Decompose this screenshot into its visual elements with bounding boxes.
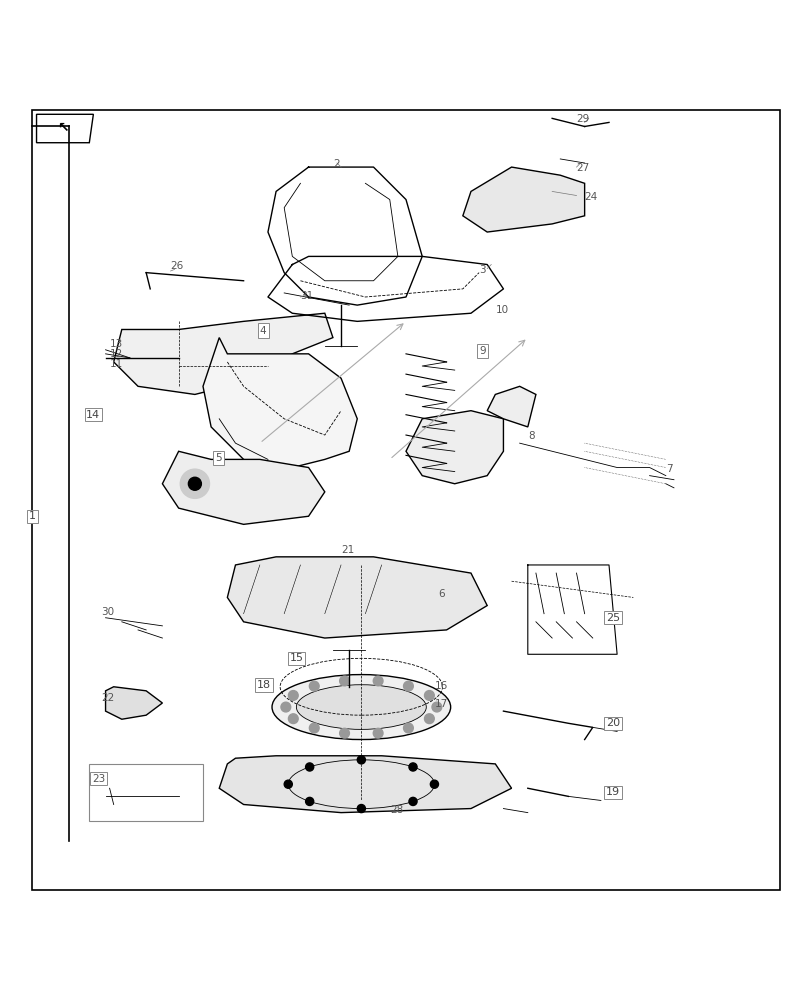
- Circle shape: [373, 676, 383, 686]
- Polygon shape: [162, 451, 324, 524]
- Text: 6: 6: [438, 589, 444, 599]
- Circle shape: [430, 780, 438, 788]
- Circle shape: [424, 691, 434, 700]
- Text: 25: 25: [605, 613, 620, 623]
- Text: 11: 11: [109, 359, 122, 369]
- Polygon shape: [406, 411, 503, 484]
- Polygon shape: [203, 338, 357, 476]
- Text: 24: 24: [584, 192, 597, 202]
- Circle shape: [357, 804, 365, 813]
- Circle shape: [409, 763, 417, 771]
- Text: 4: 4: [260, 326, 266, 336]
- Text: 10: 10: [495, 305, 508, 315]
- Polygon shape: [227, 557, 487, 638]
- Ellipse shape: [296, 685, 426, 729]
- Ellipse shape: [272, 675, 450, 740]
- Text: 1: 1: [29, 511, 36, 521]
- Circle shape: [409, 797, 417, 805]
- Polygon shape: [219, 756, 511, 813]
- Bar: [89, 764, 203, 821]
- Text: 26: 26: [170, 261, 183, 271]
- Circle shape: [180, 469, 209, 498]
- Text: 16: 16: [434, 681, 447, 691]
- Text: 21: 21: [341, 545, 354, 555]
- Polygon shape: [114, 313, 333, 394]
- Text: 20: 20: [605, 718, 620, 728]
- Circle shape: [309, 681, 319, 691]
- Text: 5: 5: [215, 453, 221, 463]
- Polygon shape: [487, 386, 535, 427]
- Text: 30: 30: [101, 607, 114, 617]
- Circle shape: [424, 714, 434, 724]
- Text: 14: 14: [86, 410, 101, 420]
- Circle shape: [403, 723, 413, 733]
- Text: 12: 12: [109, 349, 122, 359]
- Circle shape: [339, 676, 349, 686]
- Text: 3: 3: [478, 265, 485, 275]
- Polygon shape: [462, 167, 584, 232]
- Circle shape: [309, 723, 319, 733]
- Polygon shape: [36, 114, 93, 143]
- Circle shape: [339, 728, 349, 738]
- Text: 23: 23: [92, 774, 105, 784]
- Text: 19: 19: [605, 787, 620, 797]
- Circle shape: [373, 728, 383, 738]
- Text: 22: 22: [101, 693, 114, 703]
- Text: 28: 28: [389, 805, 402, 815]
- Circle shape: [431, 702, 441, 712]
- Circle shape: [188, 477, 201, 490]
- Circle shape: [288, 691, 298, 700]
- Circle shape: [305, 797, 313, 805]
- Text: 17: 17: [434, 699, 447, 709]
- Circle shape: [288, 714, 298, 724]
- Text: 8: 8: [527, 431, 534, 441]
- Text: 9: 9: [478, 346, 485, 356]
- Circle shape: [281, 702, 290, 712]
- Text: 18: 18: [256, 680, 271, 690]
- Circle shape: [403, 681, 413, 691]
- Text: 13: 13: [109, 339, 122, 349]
- Circle shape: [305, 763, 313, 771]
- Circle shape: [284, 780, 292, 788]
- Text: 15: 15: [289, 653, 303, 663]
- Text: 7: 7: [665, 464, 672, 474]
- Circle shape: [357, 756, 365, 764]
- Text: 29: 29: [576, 114, 589, 124]
- Text: 27: 27: [576, 163, 589, 173]
- Text: 2: 2: [333, 159, 339, 169]
- Text: 31: 31: [300, 291, 313, 301]
- Text: ↖: ↖: [58, 121, 69, 135]
- Polygon shape: [105, 687, 162, 719]
